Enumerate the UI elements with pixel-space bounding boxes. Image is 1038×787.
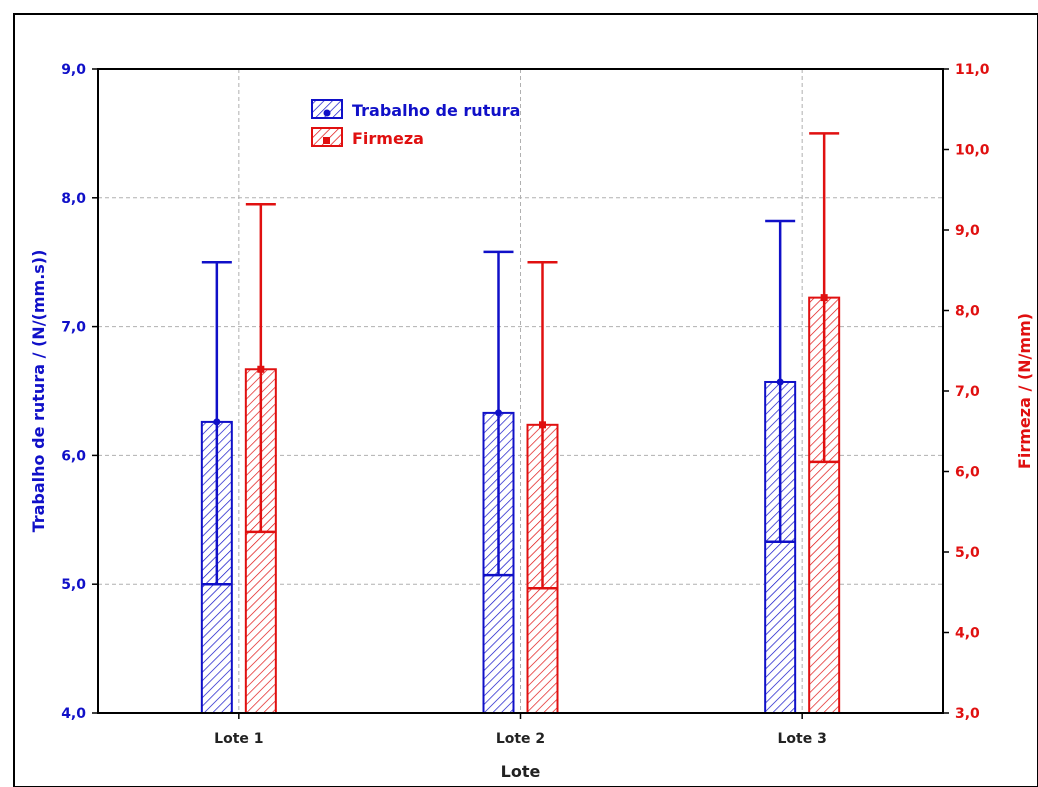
tick-label-x: Lote 2 xyxy=(496,731,545,747)
legend-label-firmeza: Firmeza xyxy=(352,129,424,148)
tick-label-left: 8,0 xyxy=(61,191,86,207)
x-axis-label: Lote xyxy=(501,762,541,781)
point-firmeza xyxy=(257,365,265,373)
tick-label-right: 10,0 xyxy=(955,143,990,159)
tick-label-left: 4,0 xyxy=(61,706,86,722)
tick-label-x: Lote 3 xyxy=(777,731,826,747)
tick-label-left: 9,0 xyxy=(61,62,86,78)
tick-label-left: 6,0 xyxy=(61,448,86,464)
legend-marker-trabalho-de-rutura xyxy=(323,109,331,117)
tick-label-right: 5,0 xyxy=(955,545,980,561)
grid-layer xyxy=(98,69,943,713)
tick-label-right: 6,0 xyxy=(955,465,980,481)
legend-label-trabalho-de-rutura: Trabalho de rutura xyxy=(352,101,520,120)
point-trabalho-de-rutura xyxy=(776,378,784,386)
legend-swatch-trabalho-de-rutura xyxy=(311,99,343,119)
legend: Trabalho de rutura Firmeza xyxy=(311,99,520,148)
outer-frame xyxy=(13,13,1038,787)
y-axis-right-label: Firmeza / (N/mm) xyxy=(1015,313,1034,469)
point-trabalho-de-rutura xyxy=(213,418,221,426)
point-trabalho-de-rutura xyxy=(495,409,502,417)
tick-label-left: 7,0 xyxy=(61,320,86,336)
legend-marker-firmeza xyxy=(323,137,330,144)
tick-label-right: 3,0 xyxy=(955,706,980,722)
tick-label-left: 5,0 xyxy=(61,577,86,593)
point-firmeza xyxy=(539,421,546,429)
point-firmeza xyxy=(820,294,828,302)
tick-label-right: 7,0 xyxy=(955,384,980,400)
tick-label-right: 8,0 xyxy=(955,304,980,320)
tick-label-right: 4,0 xyxy=(955,626,980,642)
y-axis-left-label: Trabalho de rutura / (N/(mm.s)) xyxy=(29,250,48,533)
bars-layer xyxy=(200,132,841,714)
tick-label-right: 11,0 xyxy=(955,62,990,78)
tick-label-right: 9,0 xyxy=(955,223,980,239)
tick-label-x: Lote 1 xyxy=(214,731,263,747)
ticks-layer: 4,0 5,0 6,0 7,0 8,0 9,0 3,0 4,0 5,0 6,0 7,0 8,0 9,0 1… xyxy=(61,62,990,747)
